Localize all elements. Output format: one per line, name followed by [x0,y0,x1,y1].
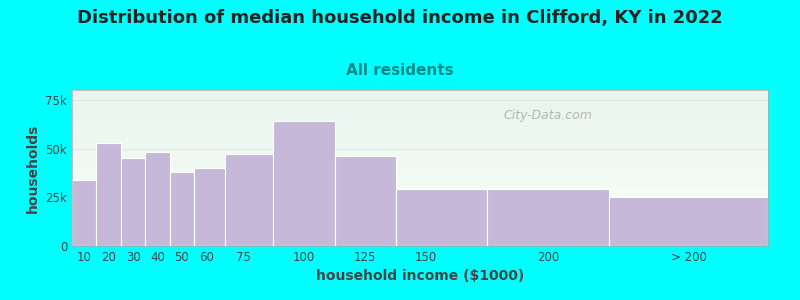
Bar [170,172,194,246]
Bar [97,142,121,246]
Bar [334,156,395,246]
Bar [274,121,334,246]
Text: All residents: All residents [346,63,454,78]
Bar [194,168,225,246]
Bar [121,158,146,246]
Bar [487,190,610,246]
Y-axis label: households: households [26,123,40,213]
X-axis label: household income ($1000): household income ($1000) [316,269,524,284]
Bar [395,190,487,246]
Bar [72,180,97,246]
Bar [610,197,768,246]
Bar [225,154,274,246]
Bar [146,152,170,246]
Text: City-Data.com: City-Data.com [503,109,592,122]
Text: Distribution of median household income in Clifford, KY in 2022: Distribution of median household income … [77,9,723,27]
